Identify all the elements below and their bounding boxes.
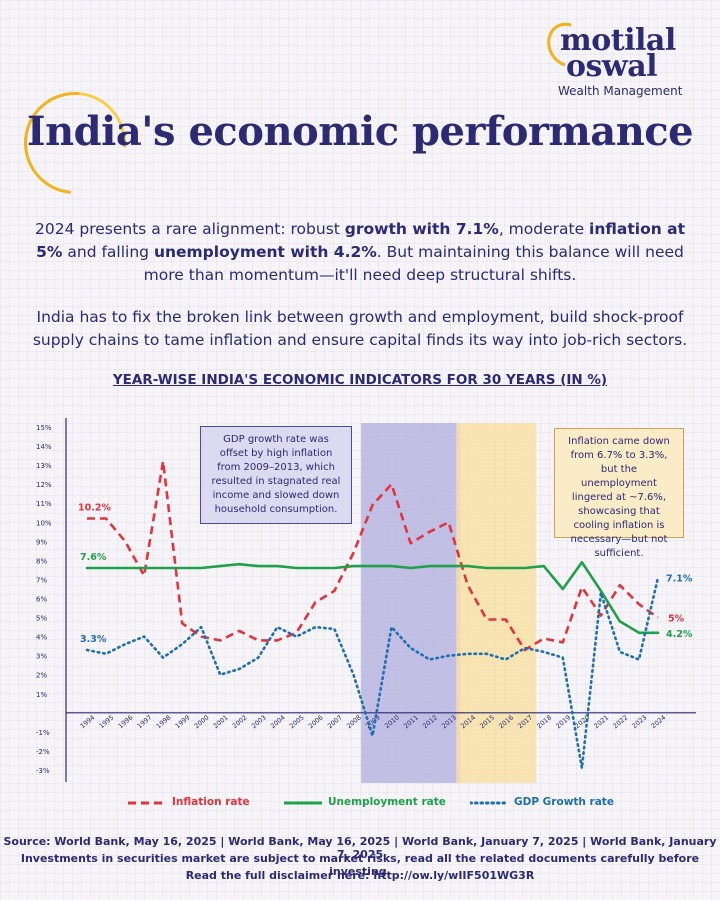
brand-subtitle: Wealth Management [558,84,683,98]
page-title: India's economic performance [26,108,694,155]
x-tick-label: 2002 [231,713,249,730]
series-line-unemployment [85,560,660,635]
label-inflation-end: 5% [668,614,685,625]
x-tick-label: 1995 [98,713,116,730]
x-tick-label: 2004 [269,713,287,730]
brand-line1: motilal [560,23,676,58]
intro-inflation-highlight: inflation at 5% [36,220,686,261]
y-tick-label: -2% [36,748,50,756]
intro-text-3: and falling [62,243,154,261]
intro-paragraph: 2024 presents a rare alignment: robust g… [24,218,696,287]
label-gdp-start: 3.3% [80,634,107,645]
y-tick-label: -3% [36,767,50,775]
intro-text-2: , moderate [498,220,590,238]
annotation-right: Inflation came down from 6.7% to 3.3%, b… [554,428,684,559]
x-tick-label: 2019 [554,713,572,730]
shaded-range-0 [361,423,461,783]
x-tick-label: 2022 [611,713,629,730]
y-tick-label: 4% [36,634,47,642]
legend-gdp-swatch [470,801,510,805]
x-tick-label: 2003 [250,713,268,730]
annotation-left: GDP growth rate was offset by high infla… [200,426,352,524]
legend-inflation-label: Inflation rate [172,796,250,808]
legend-gdp-label: GDP Growth rate [514,796,614,808]
chart-heading: YEAR-WISE INDIA'S ECONOMIC INDICATORS FO… [112,372,608,388]
y-tick-label: 8% [36,557,47,565]
footer-sources: Source: World Bank, May 16, 2025 | World… [3,835,717,861]
brand-logo: motilal oswal Wealth Management [539,15,698,98]
brand-line2: oswal [566,49,658,84]
x-tick-label: 2000 [193,713,211,730]
x-tick-label: 1999 [174,713,192,730]
intro-paragraph-2: India has to fix the broken link between… [32,308,688,349]
intro-text-1: 2024 presents a rare alignment: robust [34,220,345,238]
y-tick-label: 1% [36,691,47,699]
x-tick-label: 2007 [326,713,344,730]
y-tick-label: 10% [36,519,52,527]
legend-unemployment-label: Unemployment rate [328,796,446,808]
series-line-gdp [85,576,660,770]
x-tick-label: 1997 [136,713,154,730]
label-unemployment-end: 4.2% [666,629,693,640]
footer-risk: Investments in securities market are sub… [20,852,700,878]
label-gdp-end: 7.1% [666,574,693,585]
x-tick-label: 2021 [592,713,610,730]
label-inflation-start: 10.2% [78,502,111,513]
y-tick-label: 3% [36,653,47,661]
y-tick-label: 5% [36,615,47,623]
x-tick-label: 1998 [155,713,173,730]
footer-disclaimer: Read the full disclaimer here: http://ow… [185,869,535,882]
y-tick-label: 11% [36,500,52,508]
y-tick-label: 7% [36,576,47,584]
x-tick-label: 2006 [307,713,325,730]
y-tick-label: 15% [36,424,52,432]
shaded-range-1 [456,423,537,783]
y-tick-label: 2% [36,672,47,680]
x-tick-label: 2005 [288,713,306,730]
y-tick-label: 13% [36,462,52,470]
legend-unemployment-swatch [284,801,322,805]
x-tick-label: 2001 [212,713,230,730]
intro-unemployment-highlight: unemployment with 4.2% [153,243,377,261]
y-tick-label: 14% [36,443,52,451]
legend-inflation-swatch [128,801,166,805]
x-tick-label: 1994 [79,713,97,730]
y-tick-label: 9% [36,538,47,546]
x-tick-label: 2018 [535,713,553,730]
x-tick-label: 1996 [117,713,135,730]
intro-growth-highlight: growth with 7.1% [344,220,499,238]
label-unemployment-start: 7.6% [80,552,107,563]
x-tick-label: 2024 [650,713,668,730]
y-tick-label: 12% [36,481,52,489]
x-tick-label: 2008 [345,713,363,730]
y-tick-label: 6% [36,596,47,604]
line-chart: 15% 14% 13% 12% 11% 10% 9% 8% 7% 6% 5% 4% 3% 2% 1% -1% -… [36,418,696,783]
intro-text-4: . But maintaining this balance will need… [143,243,684,284]
x-tick-label: 2023 [631,713,649,730]
y-tick-label: -1% [36,729,50,737]
series-line-inflation [87,459,659,652]
